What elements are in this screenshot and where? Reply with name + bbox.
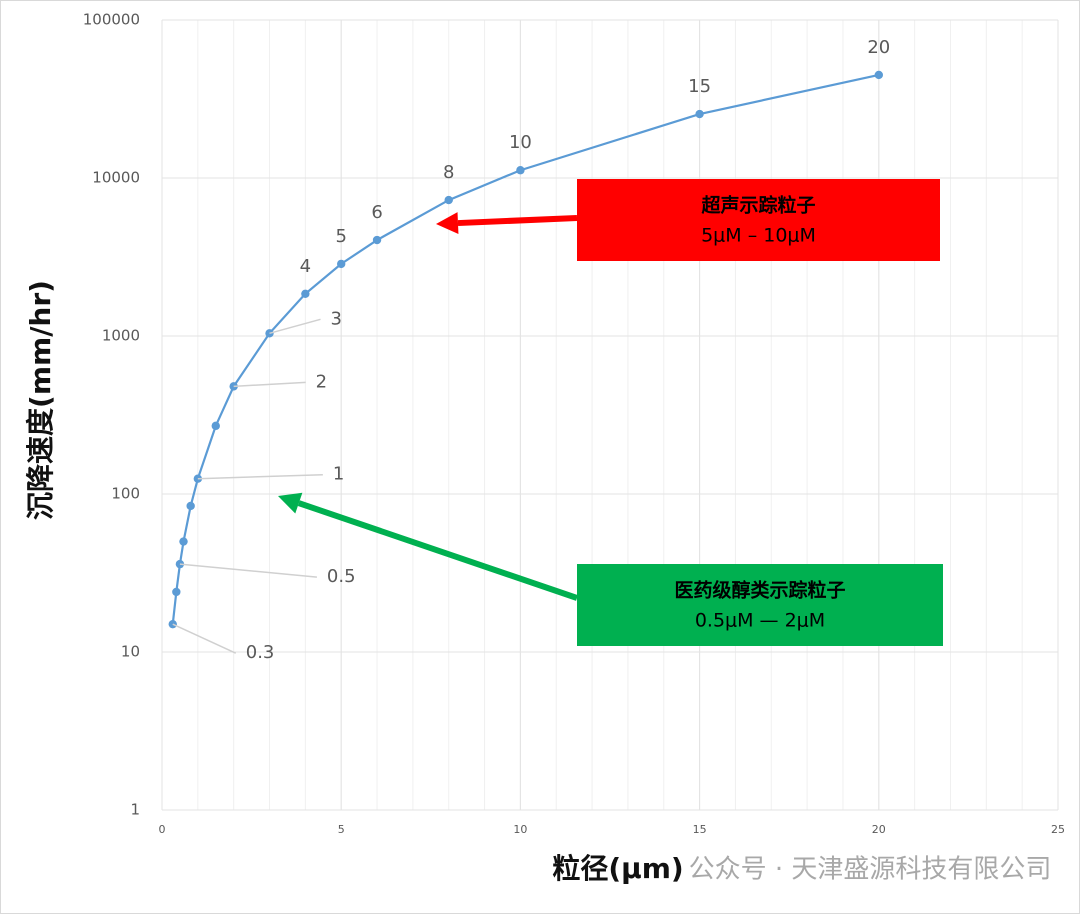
data-point [301, 289, 310, 298]
data-point [172, 587, 181, 597]
data-point [372, 235, 382, 245]
leader-line [233, 381, 306, 388]
data-line [171, 73, 880, 625]
data-point [516, 166, 525, 175]
callout-range: 0.5μM — 2μM [695, 610, 825, 632]
y-tick-label: 100000 [83, 11, 140, 29]
leader-line [197, 473, 323, 480]
data-point [444, 195, 453, 205]
point-label: 20 [867, 37, 890, 58]
data-point [211, 421, 220, 431]
point-label: 10 [509, 132, 532, 153]
callout-box [577, 179, 940, 261]
y-tick-label: 1 [130, 801, 140, 819]
arrow-head [278, 492, 303, 514]
point-label: 15 [688, 76, 711, 97]
x-tick-label: 5 [338, 823, 345, 836]
x-tick-label: 10 [513, 823, 527, 836]
callout-title: 超声示踪粒子 [700, 194, 815, 217]
x-tick-label: 20 [872, 823, 886, 836]
leader-line [179, 563, 317, 578]
plot: 0.3 0.5 1 2 3 4 5 6 8 10 15 20 [168, 37, 890, 663]
callout-box [577, 564, 943, 646]
arrow-head [436, 212, 459, 235]
leader-line [269, 318, 321, 335]
y-tick-label: 10 [121, 643, 140, 661]
grid [161, 19, 1059, 811]
point-label: 8 [443, 162, 454, 183]
y-tick-label: 10000 [92, 169, 140, 187]
point-label: 0.3 [246, 642, 275, 663]
callout-range: 5μM – 10μM [701, 225, 816, 247]
data-point [337, 259, 346, 269]
callout-arrow [457, 215, 578, 227]
data-point [695, 109, 704, 119]
x-tick-label: 0 [159, 823, 166, 836]
point-label: 5 [335, 226, 346, 247]
point-label: 0.5 [327, 566, 356, 587]
point-label: 2 [316, 371, 327, 392]
data-point [265, 329, 274, 338]
x-tick-label: 25 [1051, 823, 1065, 836]
x-tick-label: 15 [693, 823, 707, 836]
point-label: 6 [371, 202, 382, 223]
x-axis-title: 粒径(μm) [552, 852, 683, 885]
data-point [179, 537, 188, 546]
callout-title: 医药级醇类示踪粒子 [674, 579, 845, 602]
data-point [874, 70, 883, 80]
point-label: 4 [300, 256, 311, 277]
watermark: 公众号 · 天津盛源科技有限公司 [689, 855, 1052, 885]
point-label: 3 [331, 308, 342, 329]
leader-line [172, 623, 237, 654]
y-tick-label: 1000 [102, 327, 140, 345]
y-tick-label: 100 [111, 485, 140, 503]
point-label: 1 [333, 464, 344, 485]
y-axis-title: 沉降速度(mm/hr) [24, 280, 57, 520]
data-point [186, 501, 195, 511]
callout-arrow [297, 500, 578, 601]
